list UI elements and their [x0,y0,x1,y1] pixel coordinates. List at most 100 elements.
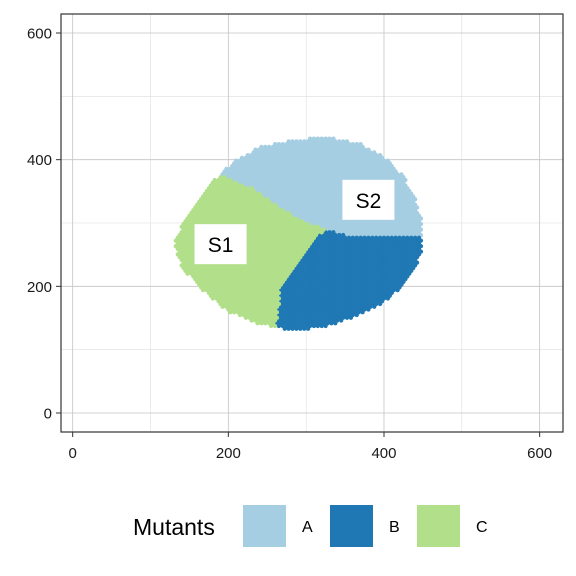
cell-B [416,235,422,240]
cell-B [362,235,367,240]
cell-A [385,158,391,163]
cell-A [366,147,371,152]
x-tick-label: 400 [371,445,396,462]
legend: Mutants A B C [133,505,488,547]
colony-cells [173,136,424,331]
legend-swatch-A [243,505,286,547]
x-axis: 0 200 400 600 [69,432,552,462]
plot-border [60,13,564,433]
cell-A [307,136,313,141]
legend-label-C: C [476,519,488,536]
cell-C [222,175,227,180]
cell-A [239,155,245,161]
cell-C [265,197,270,202]
cell-B [370,235,375,240]
cell-C [218,175,223,180]
cell-B [346,235,352,240]
cell-C [315,224,320,229]
annotation-box [194,224,247,265]
cell-A [323,136,328,141]
cell-C [286,210,291,216]
y-tick-label: 200 [27,279,52,296]
region-annotations: S1 S2 [194,179,395,265]
cell-A [372,150,377,155]
cell-B [358,235,363,240]
cell-B [393,235,398,240]
series-B [274,230,424,331]
cell-A [245,153,250,158]
cell-C [228,177,233,183]
cell-C [305,221,311,227]
cell-B [366,235,371,240]
cell-C [321,227,326,232]
y-tick-label: 0 [44,406,52,423]
cell-A [286,139,291,144]
cell-A [294,139,299,144]
cell-A [311,136,317,141]
y-tick-label: 400 [27,152,52,169]
cell-A [280,142,285,147]
cell-A [276,142,282,147]
cell-A [272,142,278,147]
x-tick-label: 600 [527,445,552,462]
cell-B [385,235,391,240]
annotation-label: S1 [208,234,234,257]
cell-A [259,144,264,150]
cell-A [253,147,258,152]
cell-A [399,172,404,177]
cell-A [340,139,346,144]
cell-A [331,136,336,141]
cell-A [344,139,350,144]
cell-A [358,142,363,147]
cell-A [350,142,355,147]
cell-C [239,183,245,188]
annotation-label: S2 [356,190,382,213]
cell-A [354,142,359,147]
y-axis: 0 200 400 600 [27,26,61,423]
x-tick-label: 200 [216,445,241,462]
cell-B [327,230,332,235]
cell-A [298,139,303,144]
cell-C [212,177,217,183]
cell-A [315,136,320,141]
legend-swatch-B [330,505,373,547]
cell-A [290,139,295,144]
cell-B [374,235,379,240]
cell-B [381,235,387,240]
legend-title: Mutants [133,514,215,540]
series-C [173,175,326,329]
cell-B [331,230,336,235]
cell-C [294,216,299,221]
cell-A [263,144,268,150]
series-A [220,136,424,238]
cell-B [409,235,414,240]
cell-A [267,144,272,150]
cell-A [377,153,383,158]
cell-C [311,224,317,229]
cell-A [233,158,239,163]
cell-C [280,208,285,213]
cell-C [245,186,250,191]
legend-label-B: B [389,519,400,536]
cell-B [401,235,406,240]
annotation-box [342,179,395,220]
cell-A [224,166,229,172]
cell-C [272,202,278,207]
cell-B [337,232,342,238]
cell-A [337,139,342,144]
cell-A [327,136,332,141]
cell-B [354,235,359,240]
legend-swatch-C [417,505,460,547]
cell-C [249,186,254,191]
cell-C [233,180,239,185]
cell-B [397,235,402,240]
grid [61,14,563,432]
cell-B [350,235,355,240]
cell-B [405,235,410,240]
cell-B [340,232,346,238]
cell-A [302,139,307,144]
cell-C [257,191,262,196]
legend-label-A: A [302,519,313,536]
cell-C [300,219,305,224]
